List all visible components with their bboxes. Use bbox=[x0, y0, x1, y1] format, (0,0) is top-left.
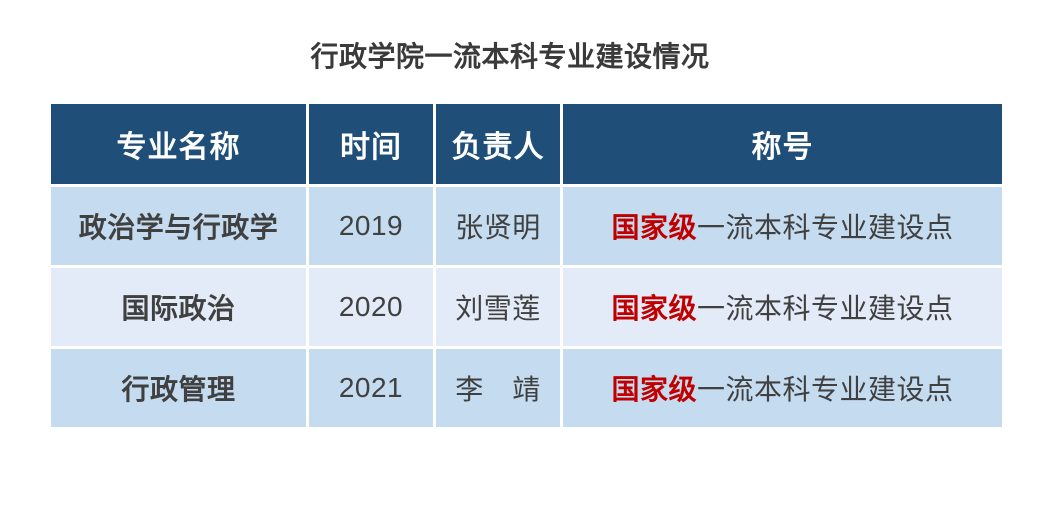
cell-title: 国家级一流本科专业建设点 bbox=[560, 264, 1005, 349]
title-rest: 一流本科专业建设点 bbox=[697, 373, 954, 405]
national-level-highlight: 国家级 bbox=[611, 373, 697, 405]
cell-year: 2021 bbox=[306, 345, 436, 430]
national-level-highlight: 国家级 bbox=[611, 211, 697, 243]
cell-title: 国家级一流本科专业建设点 bbox=[560, 345, 1005, 430]
header-cell-leader: 负责人 bbox=[433, 100, 563, 187]
header-cell-year: 时间 bbox=[306, 100, 436, 187]
cell-major: 行政管理 bbox=[48, 345, 309, 430]
cell-year: 2019 bbox=[306, 183, 436, 268]
table-row: 政治学与行政学 2019 张贤明 国家级一流本科专业建设点 bbox=[48, 183, 1005, 268]
title-rest: 一流本科专业建设点 bbox=[697, 292, 954, 324]
table-row: 行政管理 2021 李 靖 国家级一流本科专业建设点 bbox=[48, 345, 1005, 430]
page-title: 行政学院一流本科专业建设情况 bbox=[310, 41, 710, 72]
cell-major: 政治学与行政学 bbox=[48, 183, 309, 268]
table-row: 国际政治 2020 刘雪莲 国家级一流本科专业建设点 bbox=[48, 264, 1005, 349]
national-level-highlight: 国家级 bbox=[611, 292, 697, 324]
cell-major: 国际政治 bbox=[48, 264, 309, 349]
title-rest: 一流本科专业建设点 bbox=[697, 211, 954, 243]
cell-title: 国家级一流本科专业建设点 bbox=[560, 183, 1005, 268]
cell-leader: 李 靖 bbox=[433, 345, 563, 430]
header-cell-major: 专业名称 bbox=[48, 100, 309, 187]
header-cell-title: 称号 bbox=[560, 100, 1005, 187]
table-header-row: 专业名称 时间 负责人 称号 bbox=[48, 100, 1005, 187]
cell-leader: 刘雪莲 bbox=[433, 264, 563, 349]
cell-leader: 张贤明 bbox=[433, 183, 563, 268]
major-construction-table: 专业名称 时间 负责人 称号 政治学与行政学 2019 张贤明 国家级一流本科专… bbox=[48, 100, 1005, 430]
cell-year: 2020 bbox=[306, 264, 436, 349]
